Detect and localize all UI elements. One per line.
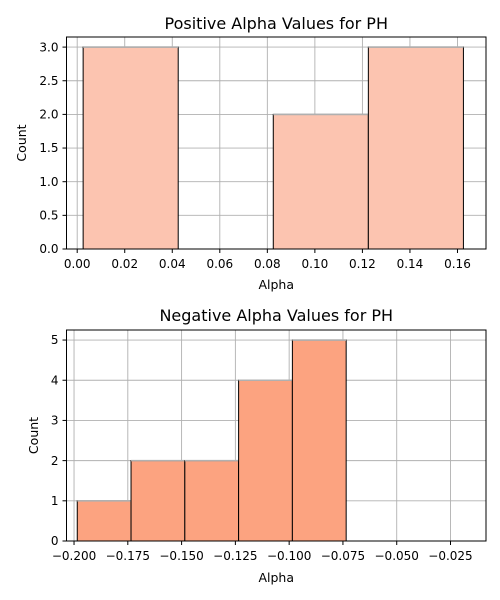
- pos-x-tick-label: 0.04: [159, 257, 186, 271]
- pos-x-axis-label: Alpha: [258, 277, 294, 292]
- neg-x-tick-label: −0.025: [428, 549, 472, 563]
- pos-x-tick-label: 0.12: [349, 257, 376, 271]
- neg-chart: −0.200 −0.175 −0.150 −0.125 −0.100 −0.075 −0.0…: [26, 306, 487, 585]
- pos-x-tick-label: 0.02: [111, 257, 138, 271]
- neg-y-tick-label: 1: [51, 494, 59, 508]
- neg-bar-1: [76, 500, 132, 542]
- neg-bar-4: [238, 379, 293, 542]
- pos-chart-title: Positive Alpha Values for PH: [165, 14, 388, 33]
- pos-y-tick-label: 0.0: [39, 242, 58, 256]
- neg-axes-frame: [66, 329, 487, 542]
- neg-bar-3: [184, 460, 240, 542]
- neg-x-tick-label: −0.100: [267, 549, 311, 563]
- pos-y-tick-label: 1.5: [39, 141, 58, 155]
- pos-y-tick-label: 2.5: [39, 74, 58, 88]
- neg-y-tick-label: 3: [51, 414, 59, 428]
- pos-y-axis-label: Count: [14, 124, 29, 161]
- neg-x-tick-label: −0.050: [375, 549, 419, 563]
- pos-x-tick-label: 0.00: [64, 257, 91, 271]
- neg-x-tick-label: −0.150: [159, 549, 203, 563]
- neg-y-axis-label: Count: [26, 417, 41, 454]
- pos-y-tick-label: 0.5: [39, 209, 58, 223]
- neg-x-tick-label: −0.125: [213, 549, 257, 563]
- pos-bar-1: [82, 46, 179, 250]
- neg-x-tick-label: −0.200: [52, 549, 96, 563]
- neg-y-tick-label: 5: [51, 333, 59, 347]
- pos-y-tick-label: 2.0: [39, 108, 58, 122]
- pos-y-tick-label: 3.0: [39, 40, 58, 54]
- neg-x-tick-label: −0.175: [106, 549, 150, 563]
- pos-x-tick-label: 0.16: [444, 257, 471, 271]
- neg-x-axis-label: Alpha: [258, 570, 294, 585]
- pos-x-tick-label: 0.14: [397, 257, 424, 271]
- pos-bar-4: [367, 46, 464, 250]
- pos-axes-frame: [66, 36, 487, 250]
- pos-bar-3: [272, 113, 369, 250]
- neg-y-tick-label: 4: [51, 373, 59, 387]
- pos-x-tick-label: 0.06: [206, 257, 233, 271]
- neg-chart-title: Negative Alpha Values for PH: [159, 306, 393, 325]
- neg-x-tick-label: −0.075: [321, 549, 365, 563]
- pos-chart: 0.00 0.02 0.04 0.06 0.08 0.10 0.12 0.14 0.16 0.0 0…: [14, 14, 487, 292]
- neg-bar-2: [130, 460, 186, 542]
- pos-x-tick-label: 0.10: [302, 257, 329, 271]
- neg-bar-5: [291, 339, 347, 542]
- pos-x-tick-label: 0.08: [254, 257, 281, 271]
- neg-y-tick-label: 2: [51, 454, 59, 468]
- neg-y-tick-label: 0: [51, 534, 59, 548]
- pos-y-tick-label: 1.0: [39, 175, 58, 189]
